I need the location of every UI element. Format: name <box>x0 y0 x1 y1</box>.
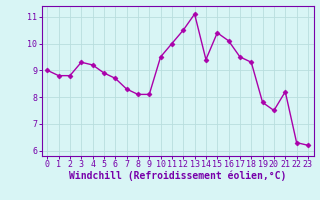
X-axis label: Windchill (Refroidissement éolien,°C): Windchill (Refroidissement éolien,°C) <box>69 171 286 181</box>
